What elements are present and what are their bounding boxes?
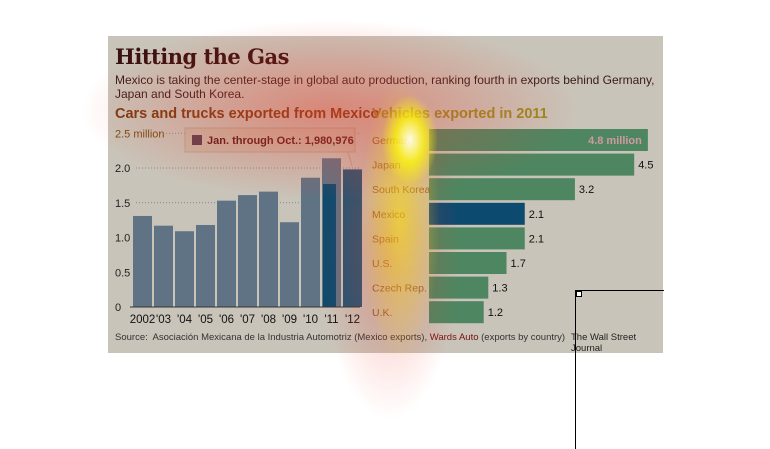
bar-U.K. (429, 301, 484, 324)
y-tick-label: 1.0 (115, 233, 130, 245)
value-label: 1.2 (488, 307, 503, 319)
bar-'06 (217, 200, 236, 307)
value-label: 4.8 million (588, 135, 642, 147)
category-label: South Korea (372, 184, 431, 196)
y-tick-label: 2.5 million (115, 128, 165, 140)
value-label: 4.5 (638, 160, 653, 172)
y-tick-label: 0 (115, 302, 121, 314)
bar-'10 (301, 177, 320, 307)
bar-'05 (196, 224, 215, 307)
selection-rectangle (575, 290, 664, 449)
bar-partial-'11 (323, 183, 336, 307)
bar-2002 (133, 215, 152, 307)
annotation-swatch (192, 135, 202, 145)
bar-Spain (429, 227, 525, 250)
y-tick-label: 0.5 (115, 267, 130, 279)
x-tick-label: 2002 (130, 314, 156, 326)
category-label: Czech Rep. (372, 283, 427, 295)
x-tick-label: '07 (240, 314, 255, 326)
value-label: 2.1 (529, 209, 544, 221)
x-tick-label: '04 (177, 314, 193, 326)
x-tick-label: '03 (156, 314, 171, 326)
bar-'08 (259, 191, 278, 307)
bar-Japan (429, 153, 635, 176)
category-label: Spain (372, 233, 399, 245)
bar-'04 (175, 231, 194, 307)
y-tick-label: 1.5 (115, 198, 130, 210)
bar-South Korea (429, 178, 575, 201)
category-label: U.S. (372, 258, 392, 270)
bar-'12 (343, 169, 362, 307)
value-label: 1.3 (492, 283, 507, 295)
value-label: 3.2 (579, 184, 594, 196)
category-label: Germany (372, 135, 416, 147)
x-tick-label: '05 (198, 314, 213, 326)
bar-U.S. (429, 252, 507, 274)
value-label: 1.7 (511, 258, 526, 270)
bar-'03 (154, 225, 173, 307)
annotation-pointer (347, 151, 353, 167)
x-tick-label: '10 (303, 314, 318, 326)
bar-Mexico (429, 202, 525, 225)
bar-'09 (280, 222, 299, 307)
x-tick-label: '09 (282, 314, 297, 326)
category-label: U.K. (372, 307, 392, 319)
x-tick-label: '08 (261, 314, 276, 326)
annotation-label: Jan. through Oct.: 1,980,976 (207, 135, 354, 147)
y-tick-label: 2.0 (115, 163, 130, 175)
x-tick-label: '11 (324, 314, 338, 326)
value-label: 2.1 (529, 233, 544, 245)
x-tick-label: '06 (219, 314, 234, 326)
x-tick-label: '12 (345, 314, 360, 326)
category-label: Japan (372, 160, 401, 172)
bar-'07 (238, 195, 257, 307)
bar-Czech Rep. (429, 276, 489, 299)
category-label: Mexico (372, 209, 405, 221)
